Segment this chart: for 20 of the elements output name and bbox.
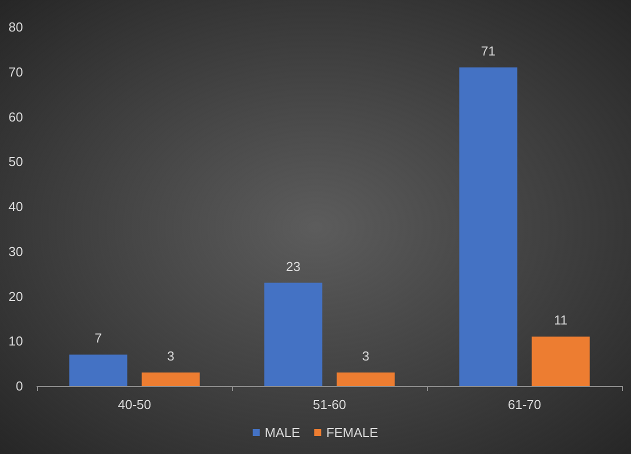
- data-label: 3: [167, 348, 174, 364]
- y-tick-label: 50: [8, 154, 23, 170]
- data-label: 71: [481, 43, 496, 58]
- x-tick-label: 61-70: [508, 397, 542, 412]
- y-tick-label: 80: [8, 20, 23, 34]
- legend-label: MALE: [264, 425, 301, 440]
- data-label: 7: [94, 330, 102, 346]
- y-tick-label: 40: [8, 199, 23, 214]
- y-tick-label: 30: [8, 244, 23, 259]
- y-tick-label: 10: [8, 334, 23, 349]
- x-tick-label: 51-60: [312, 397, 346, 412]
- data-label: 11: [554, 312, 568, 328]
- x-tick-label: 40-50: [118, 397, 152, 412]
- y-tick-label: 70: [8, 64, 23, 80]
- legend-label: FEMALE: [326, 425, 379, 440]
- data-label: 3: [362, 348, 370, 364]
- y-tick-label: 0: [16, 378, 23, 394]
- y-tick-label: 60: [8, 109, 23, 124]
- y-tick-label: 20: [8, 288, 23, 304]
- data-label: 23: [286, 258, 300, 274]
